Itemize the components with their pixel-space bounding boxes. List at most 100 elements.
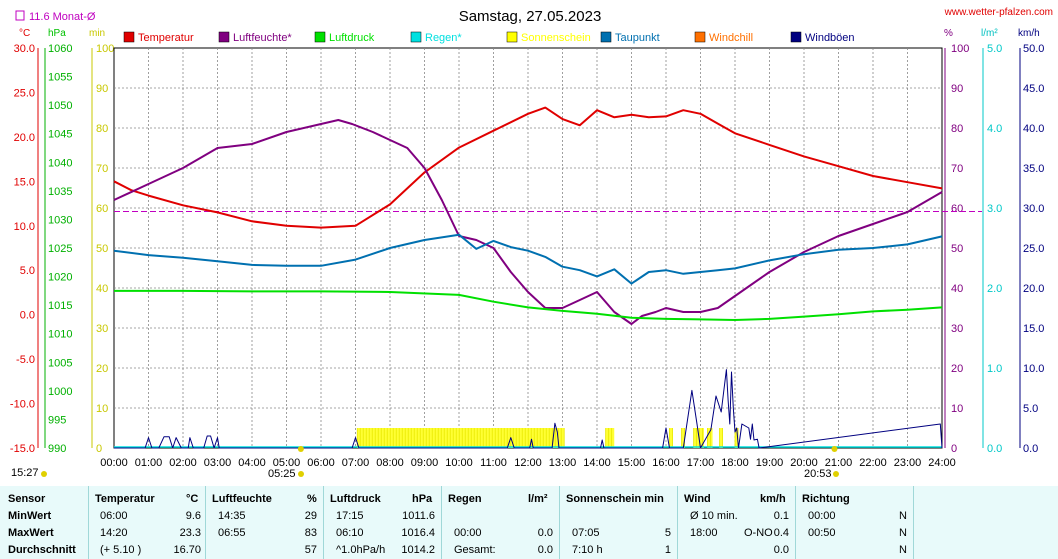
- stat-temp-time: 06:00: [100, 510, 128, 522]
- left-axes: 30.0 25.0 20.0 15.0 10.0 5.0 0.0 -5.0 -10.0 -15.0…: [10, 43, 114, 455]
- stat-dir-val: N: [899, 544, 907, 556]
- wind-axis-tick-label: 10.0: [1023, 363, 1044, 375]
- sunrise-marker: [297, 446, 304, 452]
- wind-axis-tick-label: 30.0: [1023, 203, 1044, 215]
- stat-temp-val: 16.70: [173, 544, 201, 556]
- humidity-axis-tick-label: 10: [951, 403, 963, 415]
- stat-rain-time: 00:00: [454, 527, 482, 539]
- series-line-temperatur: [113, 106, 943, 229]
- legend-label: Windchill: [709, 32, 753, 44]
- rain-axis-tick-label: 3.0: [987, 203, 1002, 215]
- legend-swatch: [694, 31, 706, 43]
- stat-wind-time: Ø 10 min.: [690, 510, 738, 522]
- legend-swatch: [123, 31, 135, 43]
- col-separator: [913, 486, 914, 559]
- pressure-axis-tick-label: 1000: [48, 386, 72, 398]
- header-humidity: Luftfeuchte: [212, 493, 272, 505]
- temp-axis-tick-label: -5.0: [16, 354, 35, 366]
- temp-axis-tick-label: 5.0: [20, 265, 35, 277]
- stat-sun-val: 5: [664, 527, 671, 539]
- x-tick-label: 16:00: [652, 457, 680, 469]
- stat-dir-val: N: [899, 527, 907, 539]
- legend-swatch: [218, 31, 230, 43]
- col-separator: [559, 486, 560, 559]
- stat-sun-time: 07:05: [572, 527, 600, 539]
- stat-temp-val: 23.3: [179, 527, 201, 539]
- x-tick-label: 21:00: [825, 457, 853, 469]
- x-tick-label: 08:00: [376, 457, 404, 469]
- x-tick-label: 04:00: [238, 457, 266, 469]
- site-link[interactable]: www.wetter-pfalzen.com: [944, 7, 1053, 18]
- temp-axis-tick-label: 10.0: [14, 221, 35, 233]
- wind-axis-tick-label: 0.0: [1023, 443, 1038, 455]
- x-tick-label: 06:00: [307, 457, 335, 469]
- col-separator: [323, 486, 324, 559]
- update-time: 15:27: [11, 467, 39, 479]
- legend-swatch: [600, 31, 612, 43]
- sunset-time: 20:53: [804, 468, 832, 480]
- wind-axis-tick-label: 5.0: [1023, 403, 1038, 415]
- wind-axis-tick-label: 40.0: [1023, 123, 1044, 135]
- pressure-axis-tick-label: 1030: [48, 214, 72, 226]
- x-tick-label: 03:00: [204, 457, 232, 469]
- col-separator: [795, 486, 796, 559]
- series-line-windben: [114, 369, 943, 449]
- humidity-axis-tick-label: 70: [951, 163, 963, 175]
- rain-axis-tick-label: 2.0: [987, 283, 1002, 295]
- stat-hum-val: 83: [304, 527, 317, 539]
- stat-dir-val: N: [899, 510, 907, 522]
- legend-label: Regen*: [425, 32, 462, 44]
- sunset-marker: [831, 446, 838, 452]
- monthly-avg-label: 11.6 Monat-Ø: [29, 11, 96, 23]
- humidity-axis-tick-label: 60: [951, 203, 963, 215]
- header-wind: Wind: [684, 493, 711, 505]
- x-tick-label: 23:00: [894, 457, 922, 469]
- sunshine-axis-tick-label: 20: [96, 363, 108, 375]
- sunshine-axis-tick-label: 60: [96, 203, 108, 215]
- sun-icon: [41, 471, 47, 477]
- sunshine-bar: [735, 428, 739, 448]
- legend-label: Temperatur: [138, 32, 194, 44]
- temp-axis-tick-label: 15.0: [14, 176, 35, 188]
- col-separator: [205, 486, 206, 559]
- humidity-axis-tick-label: 0: [951, 443, 957, 455]
- header-humidity-unit: %: [307, 493, 317, 505]
- sunshine-bar: [681, 428, 685, 448]
- sunshine-axis-tick-label: 70: [96, 163, 108, 175]
- pressure-axis-tick-label: 1050: [48, 100, 72, 112]
- col-separator: [677, 486, 678, 559]
- sunshine-bar: [719, 428, 723, 448]
- legend-label: Sonnenschein: [521, 32, 591, 44]
- header-sensor: Sensor: [8, 493, 46, 505]
- x-tick-label: 19:00: [756, 457, 784, 469]
- stat-wind-time: 18:00: [690, 527, 718, 539]
- stat-rain-time: Gesamt:: [454, 544, 496, 556]
- sunshine-bar: [357, 428, 565, 448]
- x-tick-label: 00:00: [100, 457, 128, 469]
- stat-press-time: ^1.0hPa/h: [336, 544, 386, 556]
- series-line-taupunkt: [113, 233, 943, 285]
- humidity-axis-tick-label: 90: [951, 83, 963, 95]
- x-tick-label: 13:00: [549, 457, 577, 469]
- pressure-axis-tick-label: 1025: [48, 243, 72, 255]
- stat-press-val: 1016.4: [401, 527, 435, 539]
- rain-axis-tick-label: 0.0: [987, 443, 1002, 455]
- humidity-axis-tick-label: 40: [951, 283, 963, 295]
- unit-kmh: km/h: [1018, 28, 1040, 39]
- pressure-axis-tick-label: 990: [48, 443, 66, 455]
- pressure-axis-tick-label: 1020: [48, 272, 72, 284]
- col-separator: [441, 486, 442, 559]
- stat-temp-val: 9.6: [185, 510, 201, 522]
- header-pressure: Luftdruck: [330, 493, 381, 505]
- stat-hum-time: 06:55: [218, 527, 246, 539]
- sunshine-bar: [605, 428, 615, 448]
- unit-percent: %: [944, 28, 953, 39]
- sunshine-axis-tick-label: 0: [96, 443, 102, 455]
- pressure-axis-tick-label: 1040: [48, 157, 72, 169]
- sunshine-axis-tick-label: 90: [96, 83, 108, 95]
- header-pressure-unit: hPa: [412, 493, 433, 505]
- stat-wind-val: 0.1: [773, 510, 789, 522]
- legend-swatch: [506, 31, 518, 43]
- sunshine-axis-tick-label: 100: [96, 43, 114, 55]
